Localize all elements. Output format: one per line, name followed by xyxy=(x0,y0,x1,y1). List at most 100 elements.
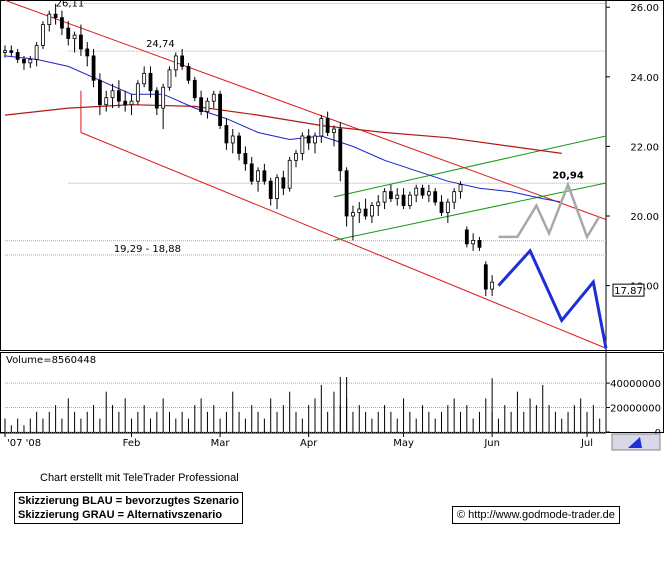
candle xyxy=(97,79,102,106)
candle xyxy=(389,191,393,200)
source-url-link[interactable]: © http://www.godmode-trader.de xyxy=(452,506,620,524)
candle xyxy=(91,55,96,81)
x-axis: '07 '08 Feb Mar Apr May Jun Jul xyxy=(0,432,661,451)
candle xyxy=(300,135,305,154)
scenario-legend-box: Skizzierung BLAU = bevorzugtes Szenario … xyxy=(14,492,243,524)
candle xyxy=(3,50,7,53)
y-tick-label: 20.00 xyxy=(630,212,659,223)
chart-credit: Chart erstellt mit TeleTrader Profession… xyxy=(40,472,239,484)
candle xyxy=(439,201,444,213)
last-price-tag xyxy=(612,283,645,297)
candle xyxy=(294,152,298,161)
candle xyxy=(104,97,109,106)
candle xyxy=(420,187,425,196)
moving-average-long xyxy=(4,104,562,154)
candle xyxy=(79,34,83,50)
candle xyxy=(28,59,33,64)
candle xyxy=(414,187,419,196)
candle xyxy=(85,48,90,57)
y-tick-label: 22.00 xyxy=(630,142,659,153)
candle xyxy=(313,135,317,144)
y-tick-label: 26.00 xyxy=(630,3,659,14)
candle xyxy=(148,72,153,92)
candle xyxy=(110,90,115,99)
candle xyxy=(376,201,381,206)
candle xyxy=(224,125,229,144)
candle xyxy=(407,194,412,206)
scenario-grey-path xyxy=(498,181,601,240)
candle xyxy=(268,180,273,200)
candle xyxy=(243,152,248,165)
candle xyxy=(72,34,77,39)
annotation-target-grey: 20,94 xyxy=(552,170,584,181)
candle xyxy=(357,208,362,213)
x-tick-label: May xyxy=(393,438,414,449)
candle xyxy=(218,93,222,126)
x-tick-label: Feb xyxy=(123,438,141,449)
x-tick-label: '07 '08 xyxy=(7,438,41,449)
candle xyxy=(464,229,469,245)
candle xyxy=(325,118,330,133)
candle xyxy=(275,177,279,200)
candle xyxy=(230,135,235,144)
candle xyxy=(41,24,45,46)
candle xyxy=(199,97,204,113)
candle xyxy=(490,281,495,290)
candle xyxy=(262,170,267,182)
y-tick-label: 18.00 xyxy=(630,282,659,293)
candle xyxy=(154,90,159,109)
last-price-label: 17.87 xyxy=(614,286,643,297)
candle xyxy=(319,118,324,137)
candle xyxy=(205,100,210,113)
candle xyxy=(452,191,457,203)
candle xyxy=(53,13,58,19)
candle xyxy=(192,79,197,99)
x-tick-label: Jul xyxy=(580,438,593,449)
candle xyxy=(34,45,39,60)
candle xyxy=(22,59,26,64)
candle xyxy=(123,100,128,106)
red-channel-upper xyxy=(4,0,607,220)
x-tick-label: Jun xyxy=(483,438,500,449)
red-channel-lower xyxy=(80,132,607,349)
candle xyxy=(186,65,191,81)
candle xyxy=(256,170,260,182)
candle xyxy=(483,264,488,290)
annotation-top-partial: 26,11 xyxy=(56,0,85,9)
candle xyxy=(477,239,482,248)
x-tick-label: Apr xyxy=(300,438,318,449)
candle xyxy=(9,50,14,53)
candle xyxy=(306,135,311,144)
candle xyxy=(281,177,286,189)
candle xyxy=(351,212,355,217)
x-tick-label: Mar xyxy=(211,438,231,449)
candle xyxy=(395,194,400,200)
price-panel: 26.00 24.00 22.00 20.00 18.00 26,11 24,74 19,29… xyxy=(0,0,664,433)
scenario-blue-label: Skizzierung BLAU = bevorzugtes Szenario xyxy=(18,495,239,507)
candle xyxy=(363,208,368,217)
candle xyxy=(332,128,336,133)
candle xyxy=(433,191,438,203)
candle xyxy=(135,83,140,102)
green-channel-lower xyxy=(333,182,607,241)
candle xyxy=(426,191,431,196)
volume-y-tick-label: 20000000 xyxy=(610,404,661,415)
candle xyxy=(129,100,134,106)
annotation-2474: 24,74 xyxy=(146,39,175,50)
candle xyxy=(344,170,349,217)
candle xyxy=(211,93,216,102)
scroll-arrow-icon xyxy=(628,437,642,448)
annotation-gap-zone: 19,29 - 18,88 xyxy=(114,244,181,255)
candle xyxy=(237,135,241,154)
candle xyxy=(161,86,166,109)
candle xyxy=(445,201,450,213)
candle xyxy=(15,52,20,60)
candle xyxy=(173,55,178,71)
candle xyxy=(249,163,254,182)
candle xyxy=(370,205,374,217)
volume-title: Volume=8560448 xyxy=(6,355,96,366)
candle xyxy=(180,55,185,67)
y-tick-label: 24.00 xyxy=(630,73,659,84)
candle xyxy=(167,69,172,88)
